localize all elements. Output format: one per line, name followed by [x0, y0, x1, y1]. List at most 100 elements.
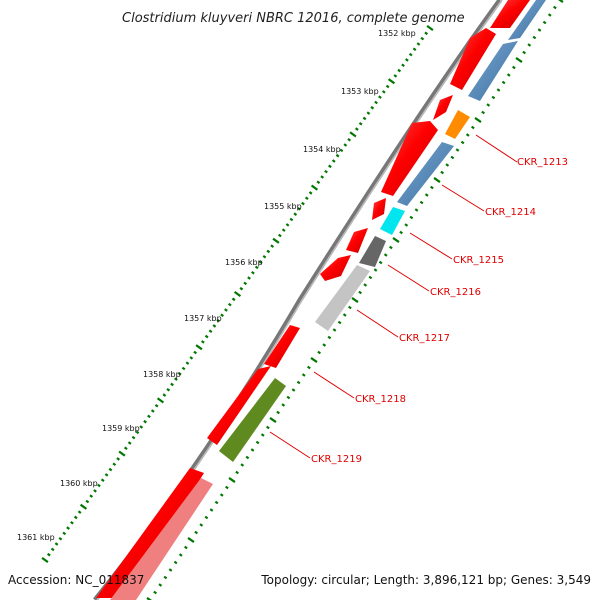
scale-tick — [266, 425, 270, 430]
scale-tick — [522, 50, 526, 55]
scale-tick — [374, 100, 378, 105]
scale-tick — [474, 117, 482, 123]
forward-gene[interactable] — [381, 121, 438, 196]
scale-tick — [173, 560, 178, 565]
scale-tick — [358, 290, 362, 295]
scale-tick — [281, 403, 286, 407]
scale-tick — [408, 52, 413, 57]
scale-tick — [471, 125, 475, 130]
scale-tick — [227, 302, 232, 307]
scale-tick — [316, 180, 321, 185]
scale-tick — [349, 131, 357, 138]
scale-tick — [85, 499, 90, 504]
scale-tick — [139, 425, 144, 429]
forward-gene[interactable] — [490, 0, 530, 28]
gene-label[interactable]: CKR_1213 — [517, 157, 568, 168]
scale-tick — [170, 382, 174, 387]
scale-tick — [416, 42, 421, 46]
scale-tick — [506, 73, 511, 77]
scale-tick — [297, 207, 301, 211]
reverse-gene[interactable] — [445, 110, 470, 139]
reverse-gene[interactable] — [110, 478, 213, 600]
scale-tick — [414, 208, 419, 212]
scale-tick — [301, 373, 306, 377]
scale-tick — [354, 127, 359, 131]
reverse-gene[interactable] — [359, 236, 386, 267]
gene-label[interactable]: CKR_1219 — [311, 454, 362, 465]
scale-tick — [465, 133, 470, 137]
scale-tick — [328, 164, 332, 169]
scale-tick — [307, 365, 311, 370]
forward-gene[interactable] — [372, 198, 386, 220]
forward-gene[interactable] — [320, 255, 351, 281]
scale-label: 1360 kbp — [60, 479, 98, 488]
gene-label[interactable]: CKR_1215 — [453, 255, 504, 266]
scale-label: 1354 kbp — [303, 145, 341, 154]
scale-tick — [66, 526, 70, 530]
scale-labels: 1352 kbp 1353 kbp 1354 kbp 1355 kbp 1356… — [17, 29, 416, 542]
scale-tick — [378, 95, 382, 99]
scale-tick — [243, 281, 248, 286]
reverse-gene[interactable] — [508, 0, 546, 40]
scale-tick — [405, 58, 409, 62]
scale-tick — [204, 515, 209, 520]
gene-label[interactable]: CKR_1218 — [355, 394, 406, 405]
scale-tick — [247, 276, 251, 280]
gene-label[interactable]: CKR_1217 — [399, 333, 450, 344]
scale-tick — [308, 191, 313, 195]
scale-tick — [200, 340, 205, 344]
scale-tick — [162, 393, 167, 397]
scale-tick — [54, 542, 59, 546]
scale-tick — [542, 20, 547, 25]
scale-tick — [339, 148, 344, 153]
scale-tick — [262, 254, 267, 259]
leader-line — [475, 134, 518, 163]
scale-tick — [368, 275, 373, 280]
scale-tick — [220, 313, 224, 318]
scale-tick — [147, 414, 151, 419]
scale-tick — [97, 483, 101, 488]
forward-gene[interactable] — [264, 325, 300, 368]
reverse-gene[interactable] — [380, 207, 405, 235]
scale-tick — [362, 116, 367, 121]
gene-label[interactable]: CKR_1214 — [485, 207, 536, 218]
scale-tick — [392, 237, 400, 243]
reverse-gene[interactable] — [219, 378, 286, 462]
scale-tick — [156, 397, 165, 404]
scale-tick — [228, 477, 236, 483]
scale-tick — [558, 0, 564, 3]
scale-tick — [419, 200, 424, 205]
scale-tick — [272, 237, 280, 244]
reverse-gene[interactable] — [315, 265, 370, 331]
scale-tick — [389, 245, 393, 250]
scale-tick — [304, 196, 309, 201]
scale-tick — [286, 395, 291, 400]
gene-label[interactable]: CKR_1216 — [430, 287, 481, 298]
scale-tick — [174, 377, 178, 381]
scale-tick — [515, 57, 523, 63]
scale-tick — [250, 448, 255, 452]
scale-tick — [212, 324, 217, 328]
scale-tick — [397, 68, 402, 73]
forward-gene[interactable] — [96, 468, 204, 598]
reverse-gene[interactable] — [397, 142, 454, 206]
scale-tick — [412, 47, 417, 52]
forward-gene[interactable] — [207, 366, 271, 445]
scale-tick — [123, 446, 128, 451]
scale-tick — [327, 335, 332, 340]
scale-tick — [450, 155, 455, 160]
forward-gene[interactable] — [433, 95, 453, 120]
reverse-gene[interactable] — [468, 41, 518, 101]
scale-tick — [322, 343, 327, 347]
forward-gene[interactable] — [346, 228, 368, 253]
scale-tick — [383, 253, 388, 257]
leader-line — [313, 371, 355, 399]
scale-tick — [260, 433, 265, 437]
scale-tick — [258, 260, 263, 264]
scale-tick — [163, 575, 168, 580]
scale-tick — [177, 372, 182, 376]
scale-tick — [73, 515, 78, 520]
gene-features — [96, 0, 546, 600]
forward-gene[interactable] — [450, 28, 496, 90]
scale-tick — [46, 552, 51, 557]
